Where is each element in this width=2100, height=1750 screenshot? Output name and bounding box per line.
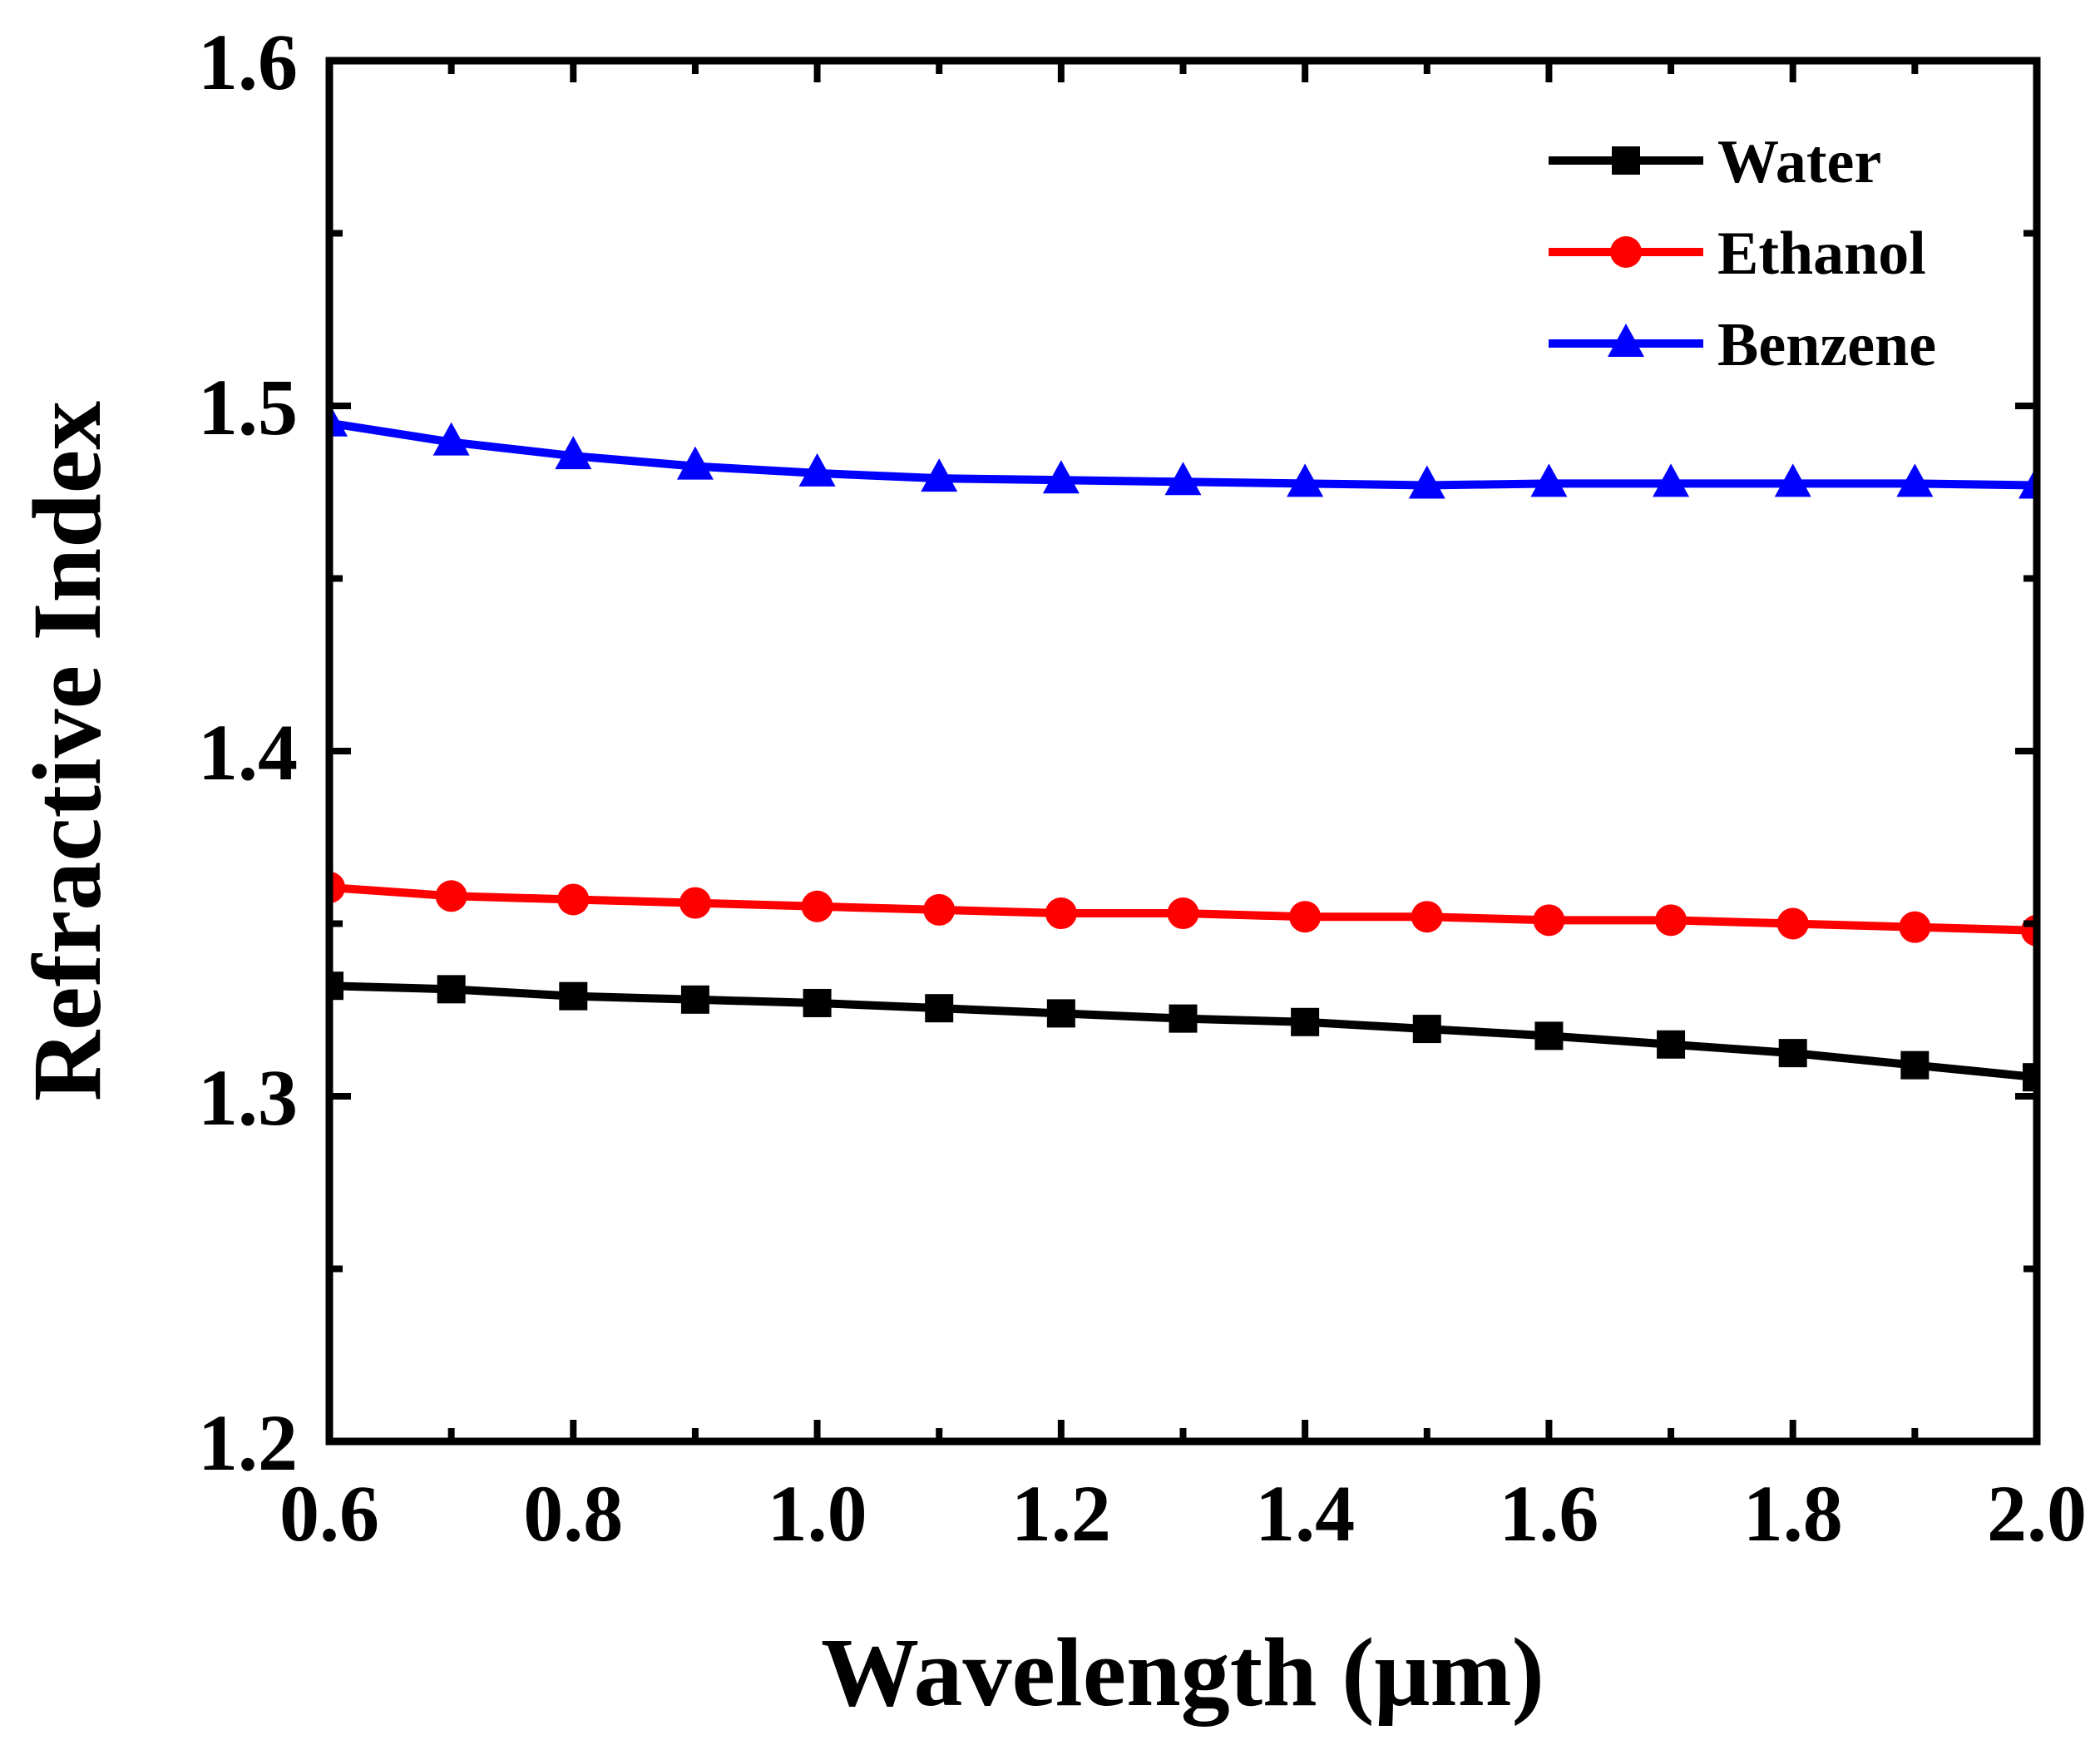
ethanol-point [1045, 897, 1077, 930]
water-point [1657, 1030, 1686, 1059]
series-water [329, 971, 2037, 1092]
ethanol-point [679, 887, 711, 919]
benzene-point [329, 403, 348, 437]
water-point [437, 975, 466, 1004]
legend-marker-ethanol [1610, 236, 1642, 268]
water-point [1169, 1004, 1198, 1033]
benzene-point [921, 458, 958, 492]
legend-label-water: Water [1717, 128, 1881, 196]
legend-item-water: Water [1549, 128, 1881, 196]
y-tick-label: 1.6 [198, 17, 298, 106]
series-benzene [329, 403, 2037, 499]
x-tick-label: 1.6 [1499, 1469, 1598, 1558]
x-tick-label: 1.8 [1743, 1469, 1843, 1558]
benzene-point [1774, 463, 1811, 497]
water-point [1778, 1039, 1807, 1068]
water-point [559, 981, 588, 1011]
ethanol-point [923, 893, 956, 926]
x-tick-label: 0.6 [279, 1469, 379, 1558]
legend-item-ethanol: Ethanol [1549, 220, 1926, 288]
y-axis-title: Refractive Index [12, 401, 121, 1101]
benzene-point [1896, 463, 1934, 497]
water-point [1900, 1050, 1930, 1080]
water-point [1291, 1007, 1320, 1036]
benzene-point [1042, 460, 1080, 494]
y-tick-label: 1.3 [198, 1053, 298, 1142]
ethanol-point [1655, 904, 1687, 937]
series-ethanol [329, 871, 2037, 947]
water-point [803, 988, 832, 1017]
y-tick-label: 1.4 [198, 708, 298, 797]
ethanol-point [1776, 907, 1809, 940]
water-point [680, 985, 709, 1014]
ethanol-point [1533, 904, 1565, 937]
water-point [1046, 999, 1075, 1028]
x-tick-label: 2.0 [1987, 1469, 2087, 1558]
legend-marker-water [1612, 146, 1640, 175]
ethanol-point [1289, 901, 1322, 933]
x-tick-label: 0.8 [523, 1469, 623, 1558]
benzene-point [1287, 463, 1324, 497]
water-point [1412, 1015, 1441, 1044]
legend-marker-benzene [1608, 324, 1644, 357]
benzene-point [555, 436, 592, 470]
x-tick-label: 1.2 [1011, 1469, 1111, 1558]
benzene-point [798, 452, 836, 487]
water-point [1534, 1021, 1564, 1050]
benzene-point [1408, 465, 1445, 499]
benzene-point [2018, 465, 2037, 499]
ethanol-point [329, 871, 345, 903]
y-tick-label: 1.5 [198, 363, 298, 452]
ethanol-point [1411, 901, 1443, 933]
benzene-point [432, 422, 470, 456]
benzene-point [1530, 463, 1568, 497]
benzene-point [1653, 463, 1690, 497]
ethanol-point [801, 890, 833, 922]
ethanol-point [1167, 897, 1199, 930]
legend-item-benzene: Benzene [1549, 311, 1936, 379]
y-tick-label: 1.2 [198, 1398, 298, 1487]
ethanol-point [435, 880, 467, 912]
x-tick-label: 1.4 [1255, 1469, 1355, 1558]
x-axis-title: Wavelength (μm) [821, 1618, 1544, 1727]
legend-label-ethanol: Ethanol [1717, 220, 1926, 288]
ethanol-point [1899, 911, 1931, 943]
benzene-point [1164, 462, 1202, 496]
legend-label-benzene: Benzene [1717, 311, 1936, 379]
ethanol-point [557, 883, 590, 916]
x-tick-label: 1.0 [768, 1469, 867, 1558]
water-point [925, 994, 954, 1023]
legend: Water Ethanol Benzene [1549, 128, 1936, 379]
benzene-point [676, 446, 714, 480]
